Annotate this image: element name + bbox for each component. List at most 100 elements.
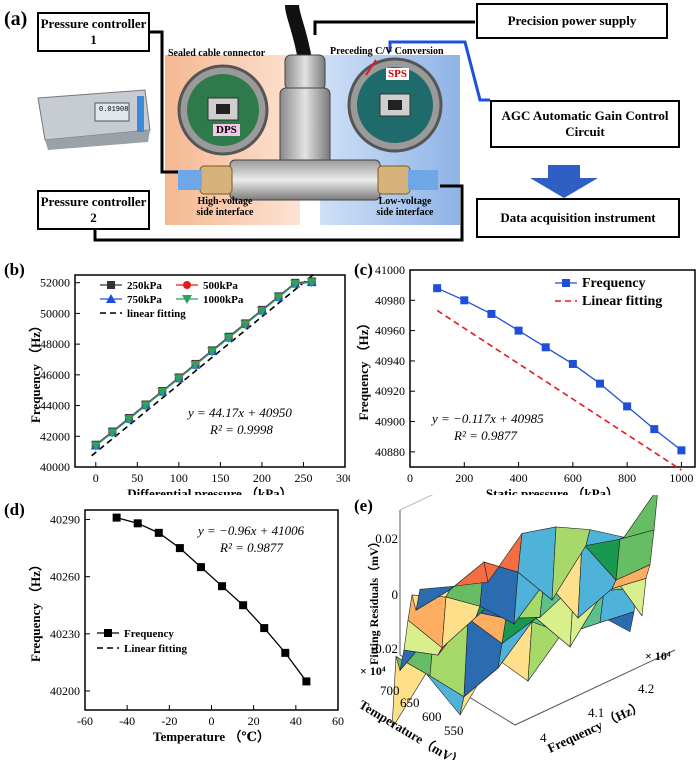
plot-frame xyxy=(84,509,339,711)
chart-e: (e) Fitting Residuals（mV） 0.02 0 -0.02 ×… xyxy=(354,495,676,760)
e-xtick-1: 4.1 xyxy=(588,705,604,720)
dps-chip-core xyxy=(216,104,230,114)
data-point xyxy=(154,528,163,537)
legend-marker xyxy=(562,279,570,287)
fitting-left xyxy=(199,165,233,195)
power-supply-box: Precision power supply xyxy=(476,3,668,39)
e-ytick-1: 650 xyxy=(400,695,420,710)
wire-pc2 xyxy=(93,184,464,242)
panel-label: (c) xyxy=(354,260,373,279)
fit-r2: R² = 0.9998 xyxy=(209,422,273,437)
controller-display-value: 0.01908 xyxy=(99,106,129,114)
data-point xyxy=(90,441,101,451)
data-point xyxy=(173,374,184,384)
data-point xyxy=(306,278,317,288)
data-point xyxy=(239,601,248,610)
series-Frequency xyxy=(433,284,686,455)
low-side-label: Low-voltage side interface xyxy=(376,196,434,218)
x-tick-label: -40 xyxy=(119,714,135,728)
x-tick-label: 200 xyxy=(253,471,271,485)
agc-box: AGC Automatic Gain Control Circuit xyxy=(490,100,680,148)
y-tick-label: 40230 xyxy=(50,627,80,641)
data-point xyxy=(218,582,227,591)
data-point xyxy=(487,309,496,318)
x-tick-label: 600 xyxy=(564,471,582,485)
fit-r2: R² = 0.9877 xyxy=(219,540,283,555)
e-back-frame xyxy=(399,495,434,511)
y-tick-label: 40920 xyxy=(375,384,405,398)
x-axis-label: Temperature （℃） xyxy=(153,729,270,744)
y-tick-label: 52000 xyxy=(40,276,70,290)
fit-equation: y = −0.96x + 41006 xyxy=(196,523,305,538)
y-tick-label: 40000 xyxy=(40,460,70,474)
data-point xyxy=(175,544,184,553)
pressure-controller-2-box: Pressure controller 2 xyxy=(37,190,150,230)
x-tick-label: 200 xyxy=(455,471,473,485)
e-ytick-0: 700 xyxy=(380,683,400,698)
data-point xyxy=(133,519,142,528)
e-xtick-0: 4 xyxy=(540,730,547,745)
x-tick-label: 800 xyxy=(618,471,636,485)
data-point xyxy=(302,677,311,686)
x-tick-label: 0 xyxy=(209,714,215,728)
e-ymult: × 10⁴ xyxy=(360,664,386,678)
legend: Frequency Linear fitting xyxy=(97,628,188,655)
sensor-cap xyxy=(284,54,326,91)
panel-label: (b) xyxy=(4,260,25,279)
x-tick-label: 250 xyxy=(294,471,312,485)
controller-screen xyxy=(94,102,130,122)
daq-box: Data acquisition instrument xyxy=(476,198,680,238)
x-tick-label: 50 xyxy=(131,471,143,485)
fit-line xyxy=(91,271,317,457)
x-tick-label: 400 xyxy=(510,471,528,485)
cable xyxy=(285,4,312,62)
panel-e-label: (e) xyxy=(354,496,373,515)
fitting-right xyxy=(377,165,411,195)
y-tick-label: 40940 xyxy=(375,354,405,368)
legend-label: 500kPa xyxy=(203,280,238,292)
legend-label: Frequency xyxy=(124,628,174,640)
legend-marker xyxy=(183,281,191,289)
e-ztick-2: -0.02 xyxy=(371,641,398,656)
x-tick-label: 300 xyxy=(336,471,350,485)
sensor-body xyxy=(279,87,331,169)
legend-marker xyxy=(104,629,112,637)
legend-label: Frequency xyxy=(582,276,646,291)
data-point xyxy=(568,359,577,368)
e-xmult: × 10⁴ xyxy=(645,649,671,663)
chart-c: (c) 0 200 400 600 800 1000 40880 40900 40920 40940… xyxy=(354,260,696,495)
e-ztick-0: 0.02 xyxy=(375,531,398,546)
y-tick-label: 50000 xyxy=(40,306,70,320)
series-Frequency xyxy=(112,513,311,686)
y-tick-label: 48000 xyxy=(40,337,70,351)
x-axis-label: Static pressure （kPa） xyxy=(486,486,619,495)
y-axis-label: Frequency （Hz） xyxy=(28,319,43,423)
panel-a-label: (a) xyxy=(4,8,28,30)
surface-patch xyxy=(619,495,658,540)
data-point xyxy=(124,415,134,425)
data-point xyxy=(281,648,290,657)
preceding-cv-label: Preceding C/V Conversion xyxy=(330,46,444,57)
data-point xyxy=(207,347,218,357)
fit-equation: y = 44.17x + 40950 xyxy=(186,405,292,420)
data-point xyxy=(677,446,686,455)
data-point xyxy=(256,306,267,316)
controller-strip xyxy=(137,96,144,132)
hose-right xyxy=(408,170,438,190)
cv-pointer xyxy=(365,59,377,76)
legend-label: 250kPa xyxy=(127,280,162,292)
data-point xyxy=(190,361,201,371)
x-tick-label: -60 xyxy=(77,714,93,728)
sealed-connector-label: Sealed cable connector xyxy=(168,48,266,59)
panel-label: (d) xyxy=(4,500,25,519)
chart-d: (d) -60 -40 -20 0 20 40 60 40200 40230 40260 40290 T… xyxy=(4,500,344,744)
controller-side xyxy=(45,130,150,150)
y-tick-label: 40290 xyxy=(50,513,80,527)
x-tick-label: 1000 xyxy=(669,471,693,485)
residual-surface xyxy=(391,495,658,729)
y-tick-label: 44000 xyxy=(40,399,70,413)
data-point xyxy=(623,402,632,411)
pressure-controller-1-box: Pressure controller 1 xyxy=(37,12,150,52)
plot-frame xyxy=(74,274,346,468)
e-ztick-1: 0 xyxy=(392,587,399,602)
